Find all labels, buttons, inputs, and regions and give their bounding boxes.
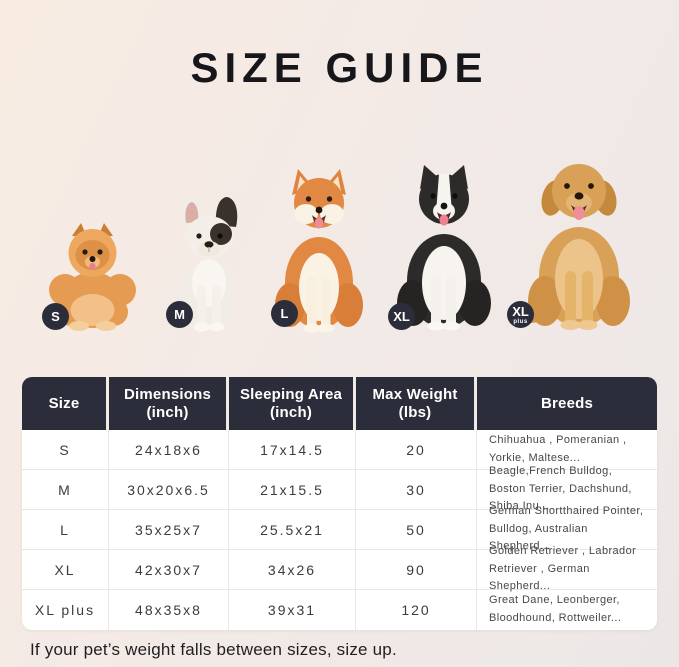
cell-breeds: Great Dane, Leonberger, Bloodhound, Rott… <box>489 594 622 624</box>
size-table: Size Dimensions (inch) Sleeping Area (inch… <box>22 377 657 630</box>
header-cell-size: Size <box>22 377 106 430</box>
cell-size: L <box>22 510 109 549</box>
pomeranian-dog-image <box>45 218 140 333</box>
cell-max-weight: 50 <box>356 510 477 549</box>
cell-sleeping-area: 25.5x21 <box>229 510 356 549</box>
cell-max-weight: 20 <box>356 430 477 469</box>
cell-sleeping-area: 17x14.5 <box>229 430 356 469</box>
header-cell-max-weight: Max Weight (lbs) <box>356 377 474 430</box>
cell-dimensions: 42x30x7 <box>109 550 229 589</box>
badge-label: L <box>280 306 289 321</box>
table-row: S 24x18x6 17x14.5 20 Chihuahua , Pomeran… <box>22 430 657 470</box>
cell-dimensions: 24x18x6 <box>109 430 229 469</box>
badge-label: S <box>51 309 60 324</box>
size-badge-m: M <box>166 301 193 328</box>
table-header: Size Dimensions (inch) Sleeping Area (inch… <box>22 377 657 430</box>
cell-size: XL plus <box>22 590 109 630</box>
size-up-note: If your pet’s weight falls between sizes… <box>30 640 397 659</box>
table-row: L 35x25x7 25.5x21 50 German Shortthaired… <box>22 505 657 552</box>
table-row: XL 42x30x7 34x26 90 Golden Retriever , L… <box>22 545 657 593</box>
header-line2: (inch) <box>146 403 189 421</box>
header-line1: Sleeping Area <box>239 386 343 404</box>
badge-sublabel: plus <box>513 318 528 325</box>
header-line2: (lbs) <box>398 403 432 421</box>
cell-size: M <box>22 470 109 509</box>
cell-max-weight: 90 <box>356 550 477 589</box>
cell-dimensions: 30x20x6.5 <box>109 470 229 509</box>
cell-sleeping-area: 21x15.5 <box>229 470 356 509</box>
header-line1: Size <box>48 394 80 412</box>
cell-sleeping-area: 34x26 <box>229 550 356 589</box>
cell-dimensions: 48x35x8 <box>109 590 229 630</box>
badge-label: XL <box>393 309 410 324</box>
table-body: S 24x18x6 17x14.5 20 Chihuahua , Pomeran… <box>22 430 657 630</box>
cell-breeds: Golden Retriever , Labrador Retriever , … <box>489 545 637 593</box>
header-line1: Dimensions <box>123 386 212 404</box>
cell-dimensions: 35x25x7 <box>109 510 229 549</box>
cell-breeds: Chihuahua , Pomeranian , Yorkie, Maltese… <box>489 433 627 464</box>
size-badge-xl-plus: XL plus <box>507 301 534 328</box>
border-collie-dog-image <box>390 161 498 333</box>
cell-max-weight: 30 <box>356 470 477 509</box>
cell-max-weight: 120 <box>356 590 477 630</box>
header-cell-sleeping-area: Sleeping Area (inch) <box>229 377 353 430</box>
size-badge-l: L <box>271 300 298 327</box>
golden-retriever-dog-image <box>520 151 638 333</box>
cell-sleeping-area: 39x31 <box>229 590 356 630</box>
page-title: SIZE GUIDE <box>190 44 489 91</box>
cell-size: S <box>22 430 109 469</box>
header-line2: (inch) <box>269 403 313 421</box>
cell-size: XL <box>22 550 109 589</box>
french-bulldog-dog-image <box>170 193 248 333</box>
header-cell-dimensions: Dimensions (inch) <box>109 377 226 430</box>
header-cell-breeds: Breeds <box>477 377 657 430</box>
header-line1: Max Weight <box>372 386 458 404</box>
size-badge-s: S <box>42 303 69 330</box>
badge-label: M <box>174 307 185 322</box>
table-row: XL plus 48x35x8 39x31 120 Great Dane, Le… <box>22 590 657 630</box>
table-row: M 30x20x6.5 21x15.5 30 Beagle,French Bul… <box>22 465 657 512</box>
badge-label: XL <box>512 303 529 319</box>
size-badge-xl: XL <box>388 303 415 330</box>
header-line1: Breeds <box>540 394 594 412</box>
